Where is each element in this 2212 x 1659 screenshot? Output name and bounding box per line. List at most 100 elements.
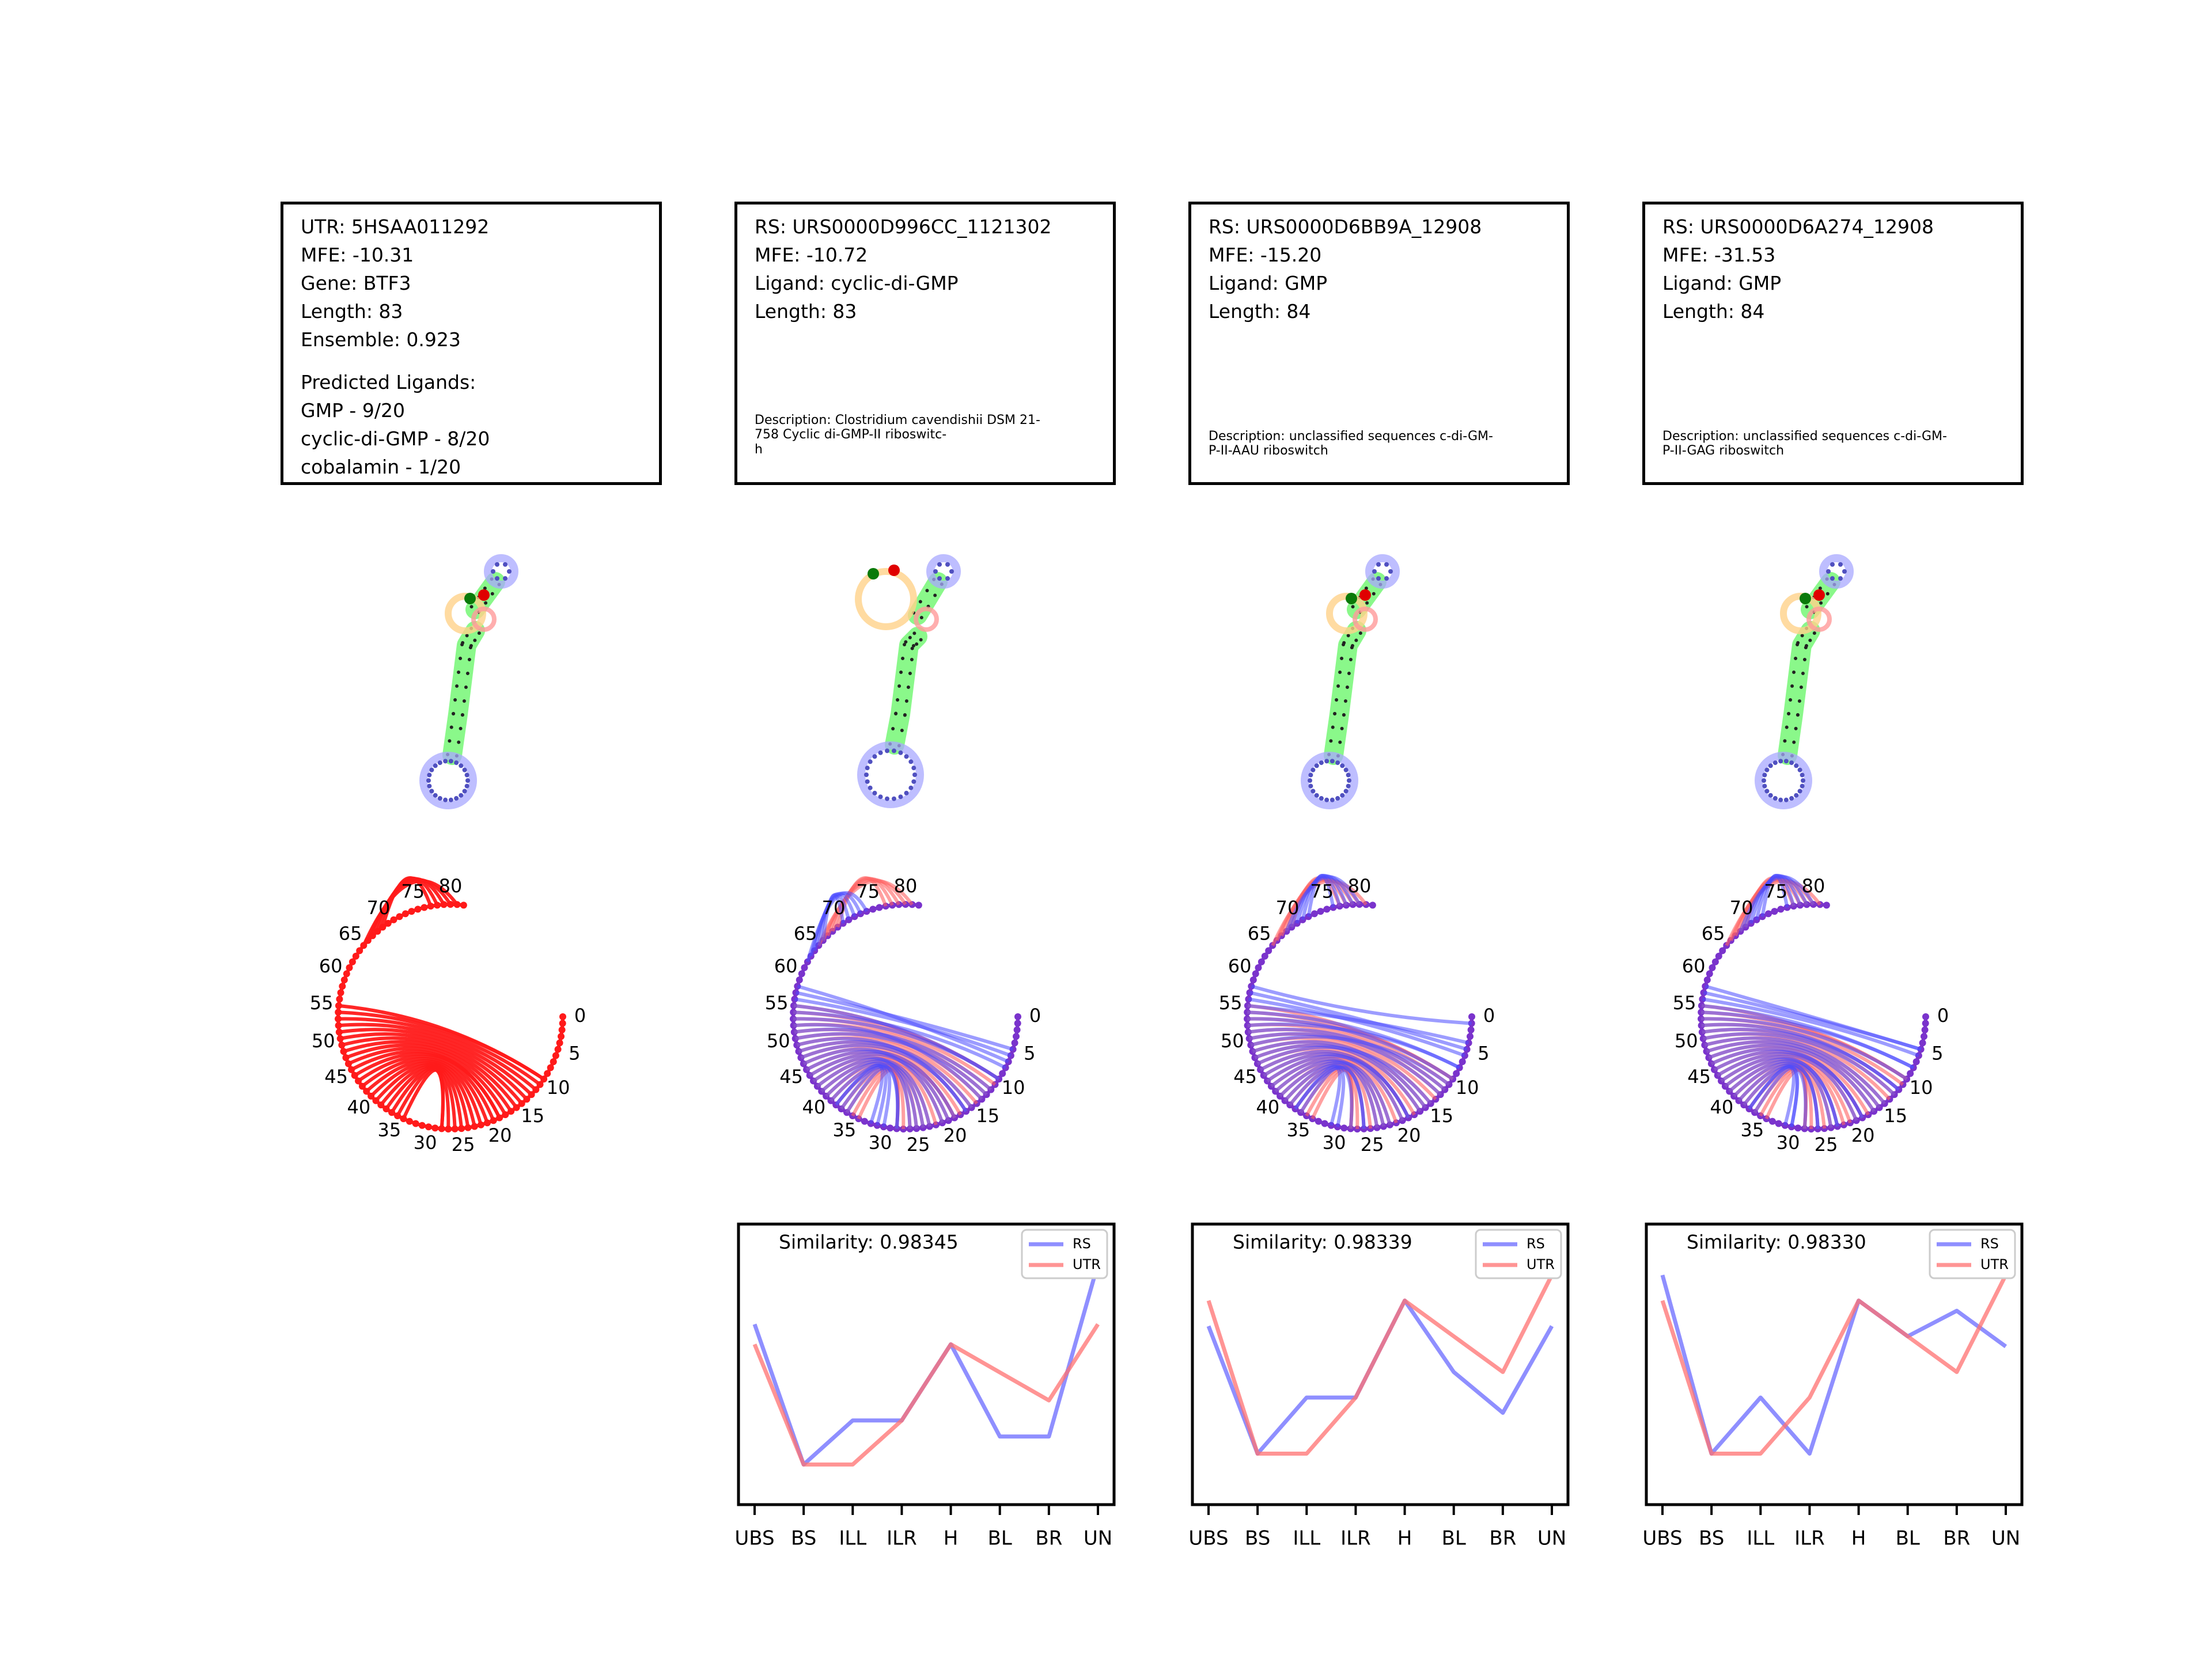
rs-ligand: Ligand: cyclic-di-GMP: [755, 272, 959, 294]
arc-tick-label: 65: [1702, 922, 1725, 944]
nucleotide-dot: [908, 785, 914, 790]
nucleotide-dot: [1818, 586, 1822, 590]
loop-ring: [1301, 752, 1358, 809]
nucleotide-dot: [1794, 726, 1798, 730]
nucleotide-dot: [556, 1039, 563, 1047]
base-pair-arc: [1702, 1028, 1900, 1091]
nucleotide-dot: [490, 592, 494, 596]
nucleotide-dot: [1800, 634, 1804, 638]
nucleotide-dot: [1343, 789, 1349, 794]
base-pair-arc: [800, 1043, 968, 1112]
nucleotide-dot: [459, 763, 464, 768]
nucleotide-dot: [1800, 783, 1805, 789]
nucleotide-dot: [1709, 964, 1716, 971]
base-pair-arc: [402, 1068, 445, 1129]
nucleotide-dot: [343, 970, 350, 978]
nucleotide-dot: [1315, 1118, 1322, 1125]
nucleotide-dot: [431, 1124, 439, 1132]
nucleotide-dot: [1329, 739, 1333, 743]
base-pair-arc: [793, 1010, 1007, 1070]
nucleotide-dot: [1711, 958, 1719, 965]
nucleotide-dot: [861, 1118, 868, 1125]
utr-gene: Gene: BTF3: [301, 272, 411, 294]
similarity-chart-3: UBS BS ILL ILR H BL BR UN Similarity: 0.98330 RS U…: [1642, 1222, 2024, 1550]
nucleotide-dot: [1764, 767, 1770, 772]
loop-ring: [857, 741, 924, 808]
nucleotide-dot: [1830, 576, 1835, 581]
nucleotide-dot: [1706, 970, 1713, 978]
x-tick-label: ILL: [1747, 1527, 1774, 1550]
nucleotide-dot: [412, 1120, 419, 1127]
arc-tick-label: 30: [1777, 1132, 1800, 1154]
nucleotide-dot: [1453, 1070, 1460, 1077]
nucleotide-dot: [904, 754, 909, 759]
arc-tick-label: 25: [907, 1134, 930, 1156]
arc-tick-label: 0: [574, 1005, 586, 1027]
nucleotide-dot: [1342, 713, 1346, 717]
base-pair-arc: [1748, 1065, 1796, 1126]
nucleotide-dot: [1467, 1026, 1475, 1033]
nucleotide-dot: [1794, 657, 1798, 661]
nucleotide-dot: [547, 1064, 554, 1071]
nucleotide-dot: [1321, 1120, 1328, 1127]
nucleotide-dot: [1468, 1013, 1475, 1020]
nucleotide-dot: [384, 919, 392, 927]
similarity-chart-2: UBS BS ILL ILR H BL BR UN Similarity: 0.98339 RS U…: [1188, 1222, 1570, 1550]
rs-info-box-3: RS: URS0000D6A274_12908 MFE: -31.53 Liga…: [1642, 202, 2024, 485]
nucleotide-dot: [495, 576, 499, 581]
nucleotide-dot: [865, 779, 870, 784]
nucleotide-dot: [878, 750, 883, 755]
nucleotide-dot: [1907, 1070, 1914, 1077]
arc-tick-label: 40: [1256, 1096, 1280, 1118]
arc-tick-label: 75: [1310, 881, 1334, 903]
nucleotide-dot: [1922, 1020, 1929, 1027]
base-pair-arc: [347, 1047, 507, 1116]
rs-info-box-2: RS: URS0000D6BB9A_12908 MFE: -15.20 Liga…: [1188, 202, 1570, 485]
nucleotide-dot: [1257, 958, 1265, 965]
x-tick-label: BL: [988, 1527, 1012, 1550]
base-pair-arc: [341, 1036, 524, 1105]
x-tick-label: BS: [1245, 1527, 1270, 1550]
base-pair-arc: [1704, 1036, 1887, 1105]
nucleotide-dot: [433, 793, 438, 798]
nucleotide-dot: [1252, 970, 1259, 978]
nucleotide-dot: [937, 562, 942, 567]
nucleotide-dot: [1335, 760, 1340, 766]
nucleotide-dot: [426, 778, 431, 783]
nucleotide-dot: [1364, 586, 1368, 590]
nucleotide-dot: [544, 1070, 551, 1077]
similarity-chart-1: UBS BS ILL ILR H BL BR UN Similarity: 0.98345 RS U…: [734, 1222, 1116, 1550]
nucleotide-dot: [558, 1026, 566, 1033]
utr-structure: [419, 554, 518, 809]
base-pair-arc: [1247, 1022, 1461, 1070]
nucleotide-dot: [910, 657, 914, 661]
nucleotide-dot: [1785, 725, 1789, 729]
nucleotide-dot: [483, 586, 487, 590]
end-marker: [1359, 589, 1371, 601]
nucleotide-dot: [925, 589, 929, 593]
arc-tick-label: 55: [1673, 992, 1696, 1014]
arc-tick-label: 60: [1682, 955, 1706, 977]
nucleotide-dot: [460, 902, 467, 909]
nucleotide-dot: [1308, 783, 1313, 789]
rs-ligand: Ligand: GMP: [1209, 272, 1328, 294]
nucleotide-dot: [912, 631, 916, 635]
arc-tick-label: 25: [452, 1134, 475, 1156]
nucleotide-dot: [449, 725, 453, 729]
nucleotide-dot: [1338, 740, 1342, 744]
nucleotide-dot: [408, 908, 415, 915]
arc-tick-label: 10: [1456, 1077, 1479, 1099]
nucleotide-dot: [1838, 576, 1843, 581]
base-pair-arc: [1703, 1032, 1896, 1096]
rs-ligand: Ligand: GMP: [1662, 272, 1782, 294]
arc-tick-label: 45: [1233, 1066, 1257, 1088]
arc-tick-label: 60: [319, 955, 343, 977]
stem-region: [1324, 621, 1366, 765]
nucleotide-dot: [559, 1013, 566, 1020]
arc-tick-label: 55: [765, 992, 789, 1014]
rs-description: Description: unclassified sequences c-di…: [1662, 429, 1947, 459]
nucleotide-dot: [427, 772, 432, 778]
nucleotide-dot: [1797, 767, 1802, 772]
nucleotide-dot: [1319, 760, 1324, 766]
